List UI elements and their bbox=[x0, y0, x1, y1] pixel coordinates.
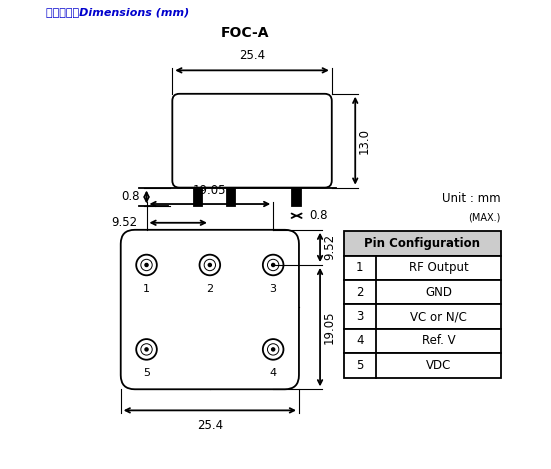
Bar bbox=[194, 188, 202, 206]
Text: 1: 1 bbox=[356, 261, 364, 274]
Circle shape bbox=[272, 264, 275, 266]
Bar bbox=[343, 353, 501, 378]
Text: GND: GND bbox=[425, 286, 452, 299]
Text: 13.0: 13.0 bbox=[357, 128, 370, 154]
Text: Pin Configuration: Pin Configuration bbox=[364, 237, 480, 250]
FancyBboxPatch shape bbox=[121, 230, 299, 389]
Text: 5: 5 bbox=[356, 359, 364, 372]
Bar bbox=[343, 231, 501, 256]
Bar bbox=[226, 188, 235, 206]
Text: 4: 4 bbox=[356, 334, 364, 348]
Text: 19.05: 19.05 bbox=[193, 184, 226, 197]
Text: 0.8: 0.8 bbox=[121, 190, 139, 204]
Text: 4: 4 bbox=[269, 368, 277, 378]
Text: 25.4: 25.4 bbox=[197, 419, 223, 432]
Text: 1: 1 bbox=[143, 284, 150, 294]
Text: 9.52: 9.52 bbox=[111, 216, 137, 229]
Text: 外形寸法／Dimensions (mm): 外形寸法／Dimensions (mm) bbox=[46, 7, 189, 17]
Text: (MAX.): (MAX.) bbox=[468, 213, 501, 223]
Text: Ref. V: Ref. V bbox=[422, 334, 455, 348]
Text: 25.4: 25.4 bbox=[239, 49, 265, 62]
FancyBboxPatch shape bbox=[172, 94, 332, 188]
Bar bbox=[343, 280, 501, 304]
Text: 0.8: 0.8 bbox=[309, 209, 328, 222]
Text: 2: 2 bbox=[356, 286, 364, 299]
Text: 2: 2 bbox=[206, 284, 213, 294]
Text: VDC: VDC bbox=[426, 359, 451, 372]
Circle shape bbox=[145, 264, 148, 266]
Circle shape bbox=[272, 348, 275, 351]
Bar bbox=[343, 329, 501, 353]
Text: VC or N/C: VC or N/C bbox=[410, 310, 467, 323]
Text: 3: 3 bbox=[356, 310, 364, 323]
Text: FOC-A: FOC-A bbox=[221, 26, 269, 40]
Bar bbox=[343, 304, 501, 329]
Text: Unit : mm: Unit : mm bbox=[442, 192, 501, 205]
Bar bbox=[343, 256, 501, 280]
Text: 5: 5 bbox=[143, 368, 150, 378]
Text: RF Output: RF Output bbox=[409, 261, 468, 274]
Bar bbox=[293, 188, 301, 206]
Text: 3: 3 bbox=[269, 284, 277, 294]
Circle shape bbox=[145, 348, 148, 351]
Circle shape bbox=[208, 264, 212, 266]
Text: 19.05: 19.05 bbox=[323, 310, 336, 344]
Text: 9.52: 9.52 bbox=[323, 234, 336, 260]
